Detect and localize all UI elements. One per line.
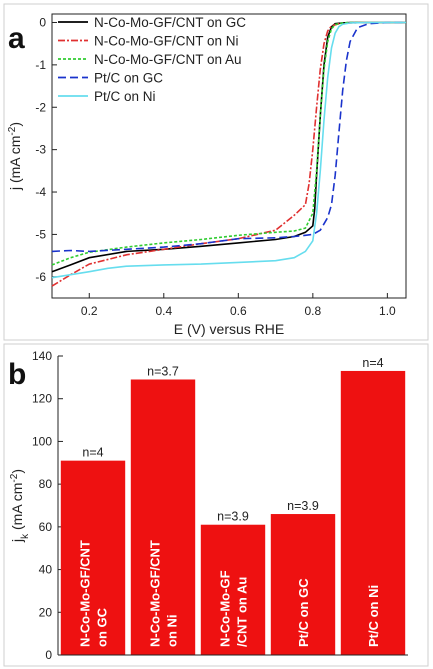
bar-annotation-5: n=4 <box>362 356 383 370</box>
panel-b-border <box>3 343 429 667</box>
series-line-2 <box>51 21 406 287</box>
y-axis-title: j (mA cm-2) <box>7 122 24 191</box>
x-tick-label: 0.6 <box>230 304 247 318</box>
series-line-5 <box>51 21 406 279</box>
bar-5 <box>340 370 406 655</box>
y-tick-label: -1 <box>35 58 46 72</box>
bar-2 <box>130 379 196 655</box>
y-tick-label: 80 <box>39 477 53 491</box>
bar-annotation-2: n=3.7 <box>147 364 179 378</box>
y-axis-title: jk (mA cm-2) <box>9 469 31 543</box>
bar-1 <box>60 460 126 655</box>
y-tick-label: 20 <box>39 605 53 619</box>
panel-a-label: a <box>8 22 25 55</box>
bar-annotation-1: n=4 <box>82 446 103 460</box>
y-tick-label: 40 <box>39 563 53 577</box>
legend-label-3: N-Co-Mo-GF/CNT on Au <box>94 52 242 67</box>
series-line-3 <box>51 21 406 266</box>
bar-category-label-1: on GC <box>95 607 110 647</box>
y-tick-label: -6 <box>35 270 46 284</box>
x-tick-label: 1.0 <box>379 304 396 318</box>
legend-label-1: N-Co-Mo-GF/CNT on GC <box>94 15 246 30</box>
bar-3 <box>200 524 266 655</box>
y-tick-label: -3 <box>35 143 46 157</box>
bar-category-label-4: Pt/C on GC <box>296 578 311 647</box>
bar-category-label-3: N-Co-Mo-GF <box>218 570 233 647</box>
bar-category-label-2: on Ni <box>165 615 180 648</box>
y-tick-label: 0 <box>45 648 52 662</box>
bar-annotation-3: n=3.9 <box>217 510 249 524</box>
panel-a-chart: 0.2 0.4 0.6 0.8 1.0 0 -1 -2 -3 -4 -5 -6 E (V) versus… <box>7 13 407 337</box>
bar-category-label-1: N-Co-Mo-GF/CNT <box>78 540 93 647</box>
bar-annotation-4: n=3.9 <box>287 499 319 513</box>
x-axis-title: E (V) versus RHE <box>174 321 284 337</box>
y-tick-label: -2 <box>35 100 46 114</box>
panel-b-chart: 0 20 40 60 80 100 120 140 jk (mA cm-2) n=4 N-Co-Mo… <box>9 349 408 662</box>
bar-category-label-2: N-Co-Mo-GF/CNT <box>148 540 163 647</box>
bar-category-label-3: /CNT on Au <box>235 577 250 647</box>
plot-frame-a <box>51 13 407 299</box>
panel-a-border <box>3 3 429 341</box>
x-tick-label: 0.8 <box>304 304 321 318</box>
series-line-4 <box>51 21 406 253</box>
y-tick-label: -5 <box>35 227 46 241</box>
y-tick-label: 140 <box>32 349 52 363</box>
bar-4 <box>270 514 336 655</box>
legend-label-4: Pt/C on GC <box>94 71 163 86</box>
legend-label-2: N-Co-Mo-GF/CNT on Ni <box>94 34 239 49</box>
y-tick-label: 100 <box>32 434 52 448</box>
y-tick-label: 120 <box>32 392 52 406</box>
panel-b-label: b <box>8 358 26 391</box>
x-tick-label: 0.2 <box>81 304 98 318</box>
bar-category-label-5: Pt/C on Ni <box>366 585 381 647</box>
legend-label-5: Pt/C on Ni <box>94 89 156 104</box>
y-tick-label: 60 <box>39 520 53 534</box>
y-tick-label: 0 <box>39 15 46 29</box>
x-tick-label: 0.4 <box>155 304 172 318</box>
y-tick-label: -4 <box>35 185 46 199</box>
